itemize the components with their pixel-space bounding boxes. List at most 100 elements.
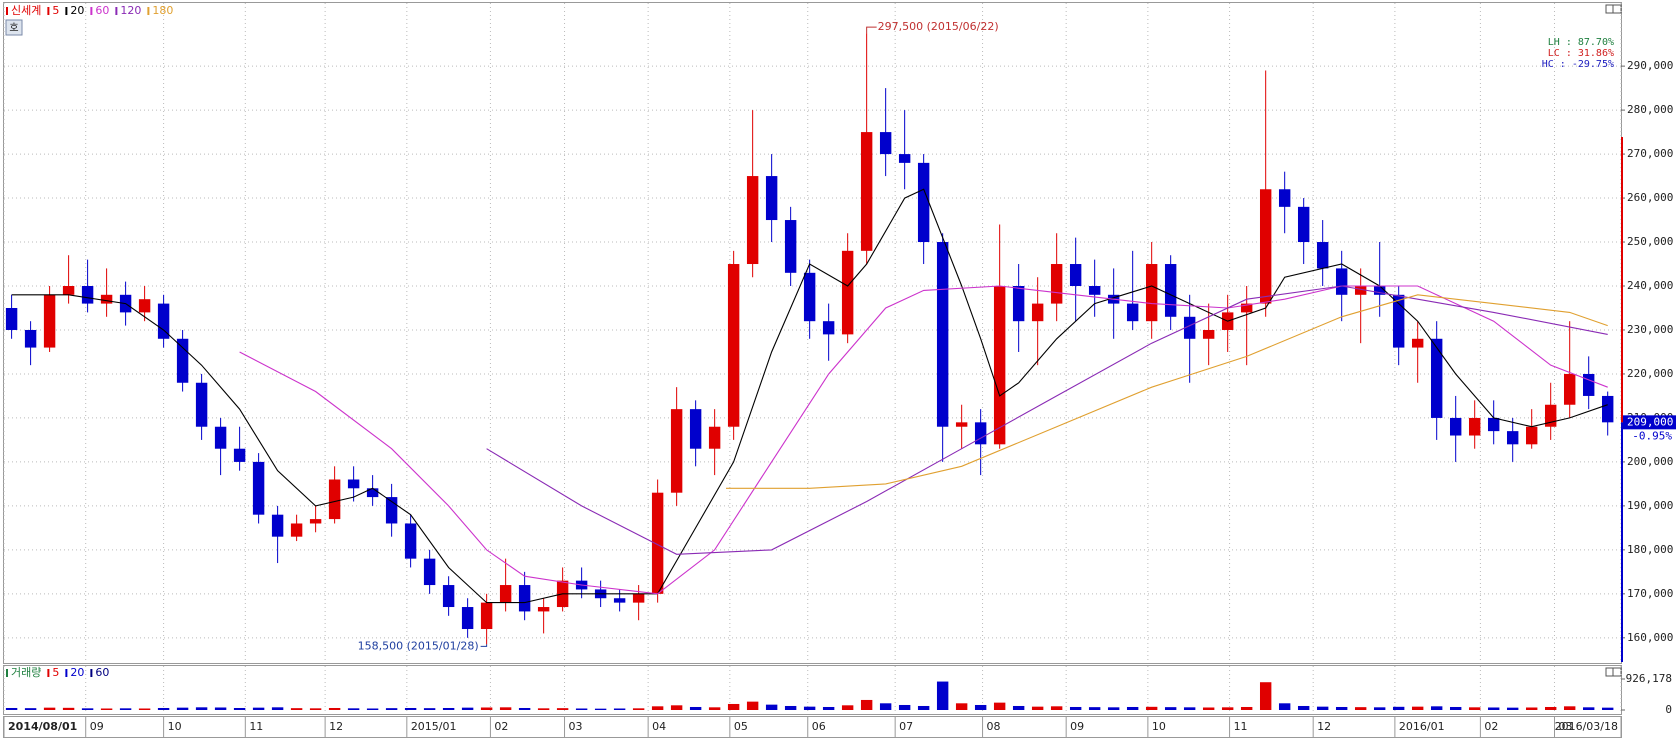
annotation: 297,500 (2015/06/22) <box>878 20 999 33</box>
legend-label: 180 <box>152 4 173 17</box>
volume-bar <box>651 706 664 710</box>
candle-body <box>1183 316 1196 339</box>
x-tick-label: 2016/01 <box>1399 720 1445 733</box>
candle-body <box>347 479 360 489</box>
volume-bar <box>176 707 189 710</box>
candle-body <box>1563 373 1576 405</box>
candle-body <box>822 321 835 335</box>
x-tick-label: 2016/03/18 <box>1555 720 1618 733</box>
candle-body <box>727 264 740 427</box>
legend-marker <box>90 7 93 15</box>
candle-body <box>1335 268 1348 295</box>
candle-body <box>936 242 949 427</box>
volume-bar <box>271 707 284 710</box>
volume-bar <box>575 708 588 710</box>
candle-body <box>1449 417 1462 436</box>
volume-bar <box>1487 707 1500 710</box>
annotation-arrow <box>866 26 877 34</box>
y-tick-label: 280,000 <box>1627 103 1673 116</box>
candle-body <box>1031 303 1044 322</box>
x-tick-label: 08 <box>987 720 1001 733</box>
volume-bar <box>442 707 455 710</box>
y-tick-label: 260,000 <box>1627 191 1673 204</box>
volume-bar <box>1392 706 1405 710</box>
volume-bar <box>1468 707 1481 710</box>
volume-bar <box>1316 706 1329 710</box>
volume-bar <box>1031 706 1044 710</box>
volume-bar <box>138 708 151 710</box>
volume-bar <box>537 708 550 710</box>
candle-body <box>385 497 398 524</box>
y-tick-label: 230,000 <box>1627 323 1673 336</box>
volume-bar <box>1297 705 1310 710</box>
legend-label: 60 <box>95 666 109 679</box>
option-button[interactable] <box>5 19 23 36</box>
volume-bar <box>81 708 94 710</box>
legend-label: 20 <box>70 666 84 679</box>
candle-body <box>841 250 854 335</box>
volume-bar <box>727 703 740 710</box>
x-tick-label: 04 <box>652 720 666 733</box>
option-button-label: 호 <box>9 22 18 34</box>
x-tick-label: 10 <box>1152 720 1166 733</box>
volume-bar <box>1183 707 1196 710</box>
volume-bar <box>309 708 322 710</box>
volume-bar <box>708 707 721 710</box>
volume-bar <box>556 708 569 710</box>
volume-bar <box>290 708 303 710</box>
candle-body <box>271 514 284 537</box>
y-tick-label: 0 <box>1665 703 1672 716</box>
candle-body <box>233 448 246 462</box>
annotation: 158,500 (2015/01/28) <box>358 639 479 652</box>
candle-body <box>1126 303 1139 322</box>
volume-bar <box>860 699 873 710</box>
volume-bar <box>1259 682 1272 710</box>
x-tick-label: 07 <box>899 720 913 733</box>
volume-bar <box>1525 707 1538 710</box>
volume-bar <box>328 707 341 710</box>
x-tick-label: 02 <box>1484 720 1498 733</box>
volume-bar <box>613 708 626 710</box>
stat: HC : -29.75% <box>1542 59 1614 70</box>
candle-body <box>746 176 759 265</box>
candle-body <box>993 286 1006 445</box>
x-tick-label: 2014/08/01 <box>8 720 77 733</box>
candle-body <box>1050 264 1063 304</box>
y-tick-label: 200,000 <box>1627 455 1673 468</box>
moving-average <box>486 285 1608 555</box>
candle-body <box>366 488 379 498</box>
legend-label: 신세계 <box>11 4 41 17</box>
volume-bar <box>1126 706 1139 710</box>
moving-average <box>726 294 1608 489</box>
volume-bar <box>366 708 379 710</box>
y-tick-label: 240,000 <box>1627 279 1673 292</box>
candle-body <box>1145 264 1158 322</box>
volume-bar <box>1582 707 1595 710</box>
candle-body <box>81 286 94 304</box>
volume-bar <box>765 704 778 710</box>
volume-bar <box>632 708 645 710</box>
volume-bar <box>1354 707 1367 710</box>
x-tick-label: 12 <box>1317 720 1331 733</box>
x-tick-label: 05 <box>734 720 748 733</box>
candle-body <box>1069 264 1082 287</box>
y-tick-label: 220,000 <box>1627 367 1673 380</box>
candle-body <box>765 176 778 221</box>
legend-marker <box>47 7 50 15</box>
volume-bar <box>518 707 531 710</box>
panel-button[interactable] <box>1612 4 1622 14</box>
volume-bar <box>1012 705 1025 710</box>
candle-body <box>100 294 113 304</box>
panel-button[interactable] <box>1612 667 1622 677</box>
volume-bar <box>1164 707 1177 710</box>
candle-body <box>157 303 170 339</box>
volume-bar <box>974 704 987 710</box>
volume-bar <box>993 702 1006 710</box>
candle-body <box>1202 329 1215 339</box>
legend-label: 60 <box>95 4 109 17</box>
x-tick-label: 10 <box>168 720 182 733</box>
candle-body <box>423 558 436 586</box>
candle-body <box>442 585 455 608</box>
candle-body <box>689 409 702 449</box>
candle-body <box>708 426 721 449</box>
